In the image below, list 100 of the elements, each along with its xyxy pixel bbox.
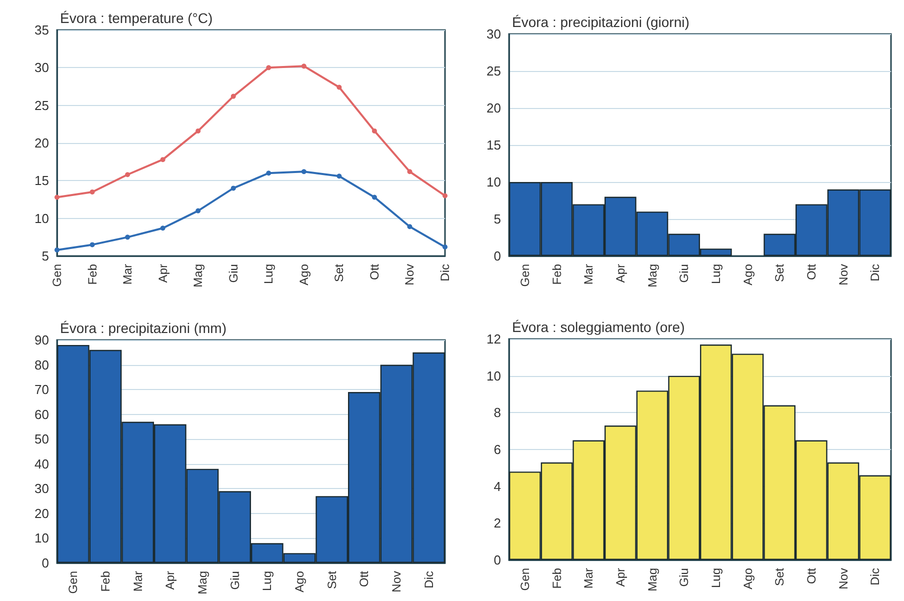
x-tick-label: Lug [262, 264, 276, 284]
point [230, 186, 236, 191]
x-tick-label: Set [332, 263, 346, 282]
y-tick-label: 15 [34, 173, 49, 188]
y-tick-label: 5 [42, 248, 49, 264]
point [407, 169, 412, 174]
x-tick-label: Feb [85, 264, 100, 285]
x-tick-label: Gen [518, 568, 532, 591]
x-tick-label: Ago [292, 570, 306, 592]
y-tick-label: 10 [34, 210, 49, 226]
point [301, 169, 306, 174]
x-tick-label: Ott [804, 567, 818, 584]
point [266, 65, 272, 70]
x-tick-label: Giu [677, 568, 692, 587]
x-tick-label: Mag [645, 568, 660, 592]
point [336, 174, 342, 179]
y-tick-label: 15 [486, 138, 501, 152]
x-tick-label: Ago [740, 264, 755, 286]
x-tick-label: Gen [50, 264, 64, 287]
x-tick-label: Ott [367, 263, 382, 280]
point [90, 242, 95, 248]
x-tick-label: Mag [191, 264, 206, 288]
point [442, 193, 448, 198]
y-tick-label: 40 [34, 456, 49, 472]
x-tick-label: Feb [550, 568, 564, 589]
x-tick-label: Mar [130, 571, 145, 592]
x-tick-label: Mar [120, 264, 135, 285]
x-tick-label: Nov [836, 264, 850, 286]
y-tick-label: 10 [486, 174, 501, 190]
y-tick-label: 30 [34, 60, 49, 76]
x-tick-label: Lug [708, 568, 723, 588]
point [336, 84, 342, 90]
x-tick-label: Ott [357, 570, 372, 588]
point [230, 94, 236, 99]
y-tick-label: 2 [494, 516, 501, 531]
y-tick-label: 20 [34, 506, 49, 521]
y-tick-label: 20 [486, 100, 501, 116]
x-tick-label: Apr [613, 264, 628, 283]
x-tick-label: Ago [740, 568, 755, 590]
x-tick-label: Set [772, 567, 787, 586]
x-tick-label: Ago [296, 264, 311, 286]
point [266, 170, 272, 176]
y-tick-label: 35 [34, 22, 49, 38]
point [160, 226, 166, 231]
x-tick-label: Dic [438, 264, 452, 282]
chart-title: Évora : temperature (°C) [60, 10, 213, 26]
y-tick-label: 12 [486, 332, 501, 346]
x-tick-label: Apr [613, 568, 628, 587]
y-tick-label: 6 [494, 442, 501, 457]
x-tick-label: Apr [156, 264, 170, 283]
point [301, 64, 306, 69]
y-tick-label: 0 [494, 552, 501, 568]
y-tick-label: 60 [34, 406, 49, 422]
y-tick-label: 20 [34, 136, 49, 150]
point [372, 194, 377, 200]
y-tick-label: 0 [494, 248, 501, 264]
x-tick-label: Apr [163, 571, 178, 590]
chart-title: Évora : precipitazioni (giorni) [512, 14, 690, 30]
y-tick-label: 0 [42, 556, 49, 570]
y-tick-label: 10 [34, 530, 49, 546]
x-tick-label: Lug [708, 264, 723, 284]
y-tick-label: 25 [34, 98, 49, 113]
point [54, 194, 60, 200]
x-tick-label: Mar [582, 264, 596, 285]
y-tick-label: 4 [494, 478, 501, 494]
y-tick-label: 5 [494, 212, 501, 226]
chart-title: Évora : soleggiamento (ore) [512, 319, 685, 335]
y-tick-label: 80 [34, 357, 49, 372]
x-tick-label: Dic [422, 571, 436, 588]
x-tick-label: Gen [518, 264, 532, 287]
y-tick-label: 30 [34, 481, 49, 496]
chart-title: Évora : precipitazioni (mm) [60, 320, 226, 336]
x-tick-label: Nov [402, 264, 417, 286]
x-tick-label: Set [324, 570, 339, 590]
y-tick-label: 25 [486, 64, 501, 78]
y-tick-label: 70 [34, 382, 49, 398]
y-tick-label: 50 [34, 432, 49, 447]
y-tick-label: 8 [494, 405, 501, 420]
x-tick-label: Ott [804, 263, 818, 280]
point [372, 128, 377, 134]
x-tick-label: Mag [645, 264, 660, 288]
point [407, 224, 412, 230]
point [90, 189, 95, 194]
x-tick-label: Feb [98, 570, 112, 592]
x-tick-label: Feb [550, 264, 564, 285]
y-tick-label: 30 [486, 26, 501, 42]
x-tick-label: Mar [582, 568, 596, 589]
x-tick-label: Mag [196, 571, 210, 594]
x-tick-label: Nov [390, 571, 404, 592]
x-tick-label: Lug [260, 571, 274, 592]
point [125, 172, 130, 178]
x-tick-label: Giu [677, 264, 692, 283]
x-tick-label: Nov [836, 568, 850, 590]
point [125, 234, 130, 240]
y-tick-label: 90 [34, 332, 49, 348]
y-tick-label: 10 [486, 368, 501, 384]
x-tick-label: Gen [66, 571, 80, 594]
point [196, 128, 201, 134]
x-tick-label: Dic [868, 568, 882, 586]
x-tick-label: Dic [868, 264, 882, 282]
